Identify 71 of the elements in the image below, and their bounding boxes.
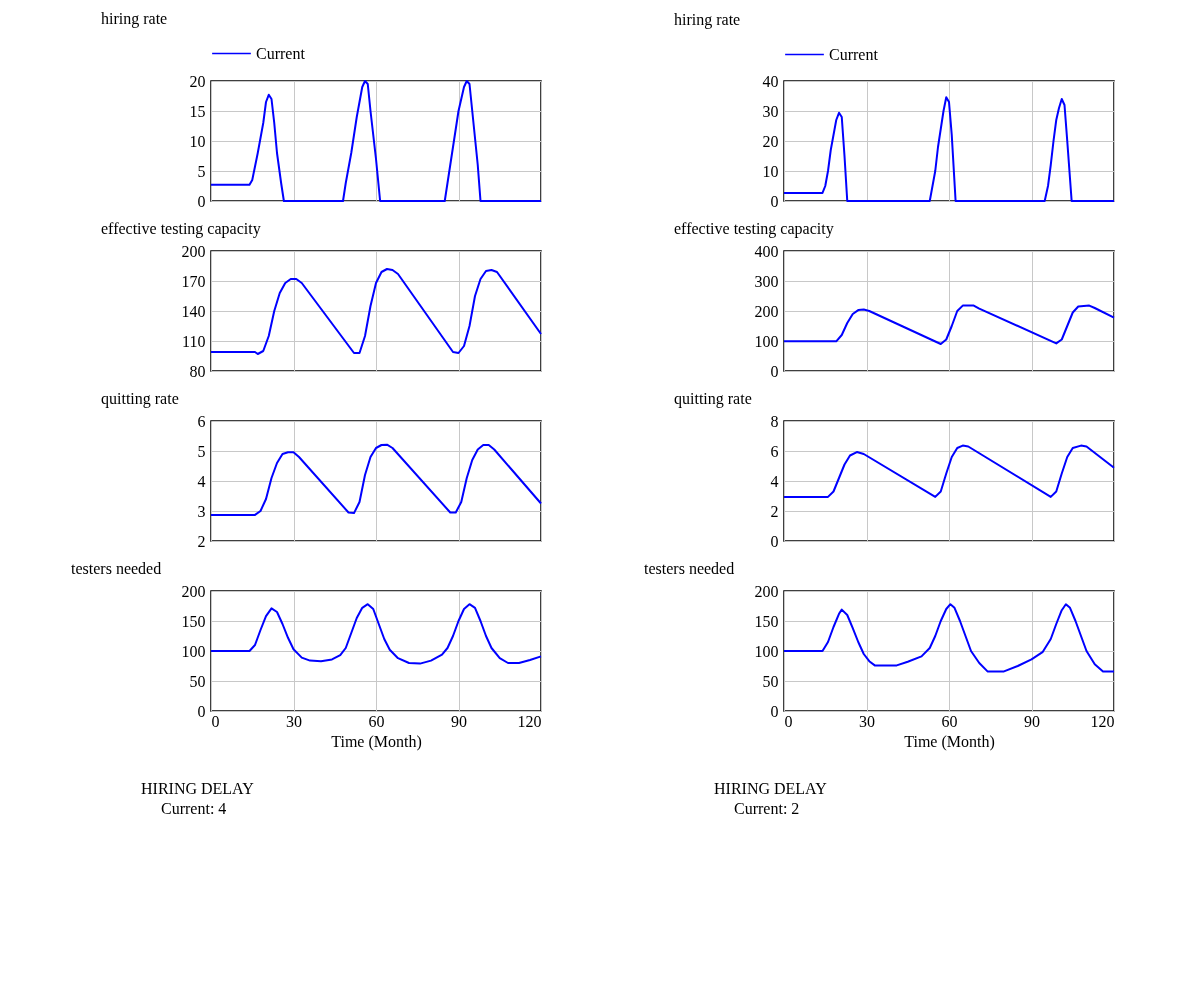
line-series	[210, 603, 542, 665]
x-axis-title: Time (Month)	[904, 732, 995, 751]
y-tick-label: 10	[189, 132, 206, 150]
chart-title: quitting rate	[674, 390, 752, 408]
chart-title: effective testing capacity	[101, 220, 261, 238]
chart-title: testers needed	[71, 560, 162, 577]
y-tick-label: 2	[770, 502, 779, 520]
y-tick-label: 0	[770, 362, 779, 380]
text: HIRING DELAY	[141, 780, 255, 797]
line-series	[783, 444, 1115, 498]
x-tick-label: 60	[941, 712, 958, 730]
y-tick-label: 100	[181, 642, 206, 660]
legend-label: Current	[829, 45, 879, 63]
y-tick-label: 170	[181, 272, 206, 290]
y-tick-label: 50	[189, 672, 206, 690]
x-tick-label: 90	[1024, 712, 1040, 730]
y-tick-label: 200	[754, 302, 779, 320]
y-tick-label: 2	[197, 532, 206, 550]
y-tick-label: 40	[762, 72, 779, 90]
y-tick-label: 200	[754, 582, 779, 600]
y-tick-label: 10	[762, 162, 779, 180]
text: Current: 4	[161, 800, 227, 817]
text: Current: 2	[734, 800, 800, 817]
y-tick-label: 6	[770, 442, 779, 460]
y-tick-label: 140	[181, 302, 206, 320]
chart-title: quitting rate	[101, 390, 179, 408]
line-series	[210, 268, 542, 355]
y-tick-label: 0	[197, 192, 206, 210]
x-tick-label: 30	[286, 712, 302, 730]
y-tick-label: 400	[754, 242, 779, 260]
y-tick-label: 0	[770, 192, 779, 210]
y-tick-label: 8	[770, 412, 779, 430]
y-tick-label: 5	[197, 442, 206, 460]
y-tick-label: 15	[189, 102, 206, 120]
x-tick-label: 0	[211, 712, 220, 730]
y-tick-label: 30	[762, 102, 779, 120]
y-tick-label: 0	[770, 532, 779, 550]
y-tick-label: 150	[181, 612, 206, 630]
y-tick-label: 150	[754, 612, 779, 630]
text: HIRING DELAY	[714, 780, 828, 797]
y-tick-label: 4	[197, 472, 206, 490]
y-tick-label: 80	[189, 362, 206, 380]
legend-label: Current	[256, 44, 306, 62]
y-tick-label: 100	[754, 332, 779, 350]
y-tick-label: 100	[754, 642, 779, 660]
y-tick-label: 50	[762, 672, 779, 690]
x-tick-label: 120	[1090, 712, 1115, 730]
chart-title: testers needed	[644, 560, 735, 577]
line-series	[210, 80, 542, 202]
x-axis-title: Time (Month)	[331, 732, 422, 751]
y-tick-label: 110	[182, 332, 206, 350]
chart-title: hiring rate	[674, 11, 741, 29]
y-tick-label: 200	[181, 582, 206, 600]
y-tick-label: 20	[189, 72, 206, 90]
line-series	[783, 304, 1115, 345]
line-series	[210, 443, 542, 516]
x-tick-label: 0	[784, 712, 793, 730]
x-tick-label: 60	[368, 712, 385, 730]
y-tick-label: 5	[197, 162, 206, 180]
x-tick-label: 30	[859, 712, 875, 730]
y-tick-label: 300	[754, 272, 779, 290]
chart-title: hiring rate	[101, 10, 168, 28]
line-series	[783, 603, 1115, 673]
y-tick-label: 4	[770, 472, 779, 490]
chart-title: effective testing capacity	[674, 220, 834, 238]
y-tick-label: 200	[181, 242, 206, 260]
x-tick-label: 90	[451, 712, 467, 730]
y-tick-label: 3	[197, 502, 206, 520]
y-tick-label: 20	[762, 132, 779, 150]
y-tick-label: 6	[197, 412, 206, 430]
x-tick-label: 120	[517, 712, 542, 730]
